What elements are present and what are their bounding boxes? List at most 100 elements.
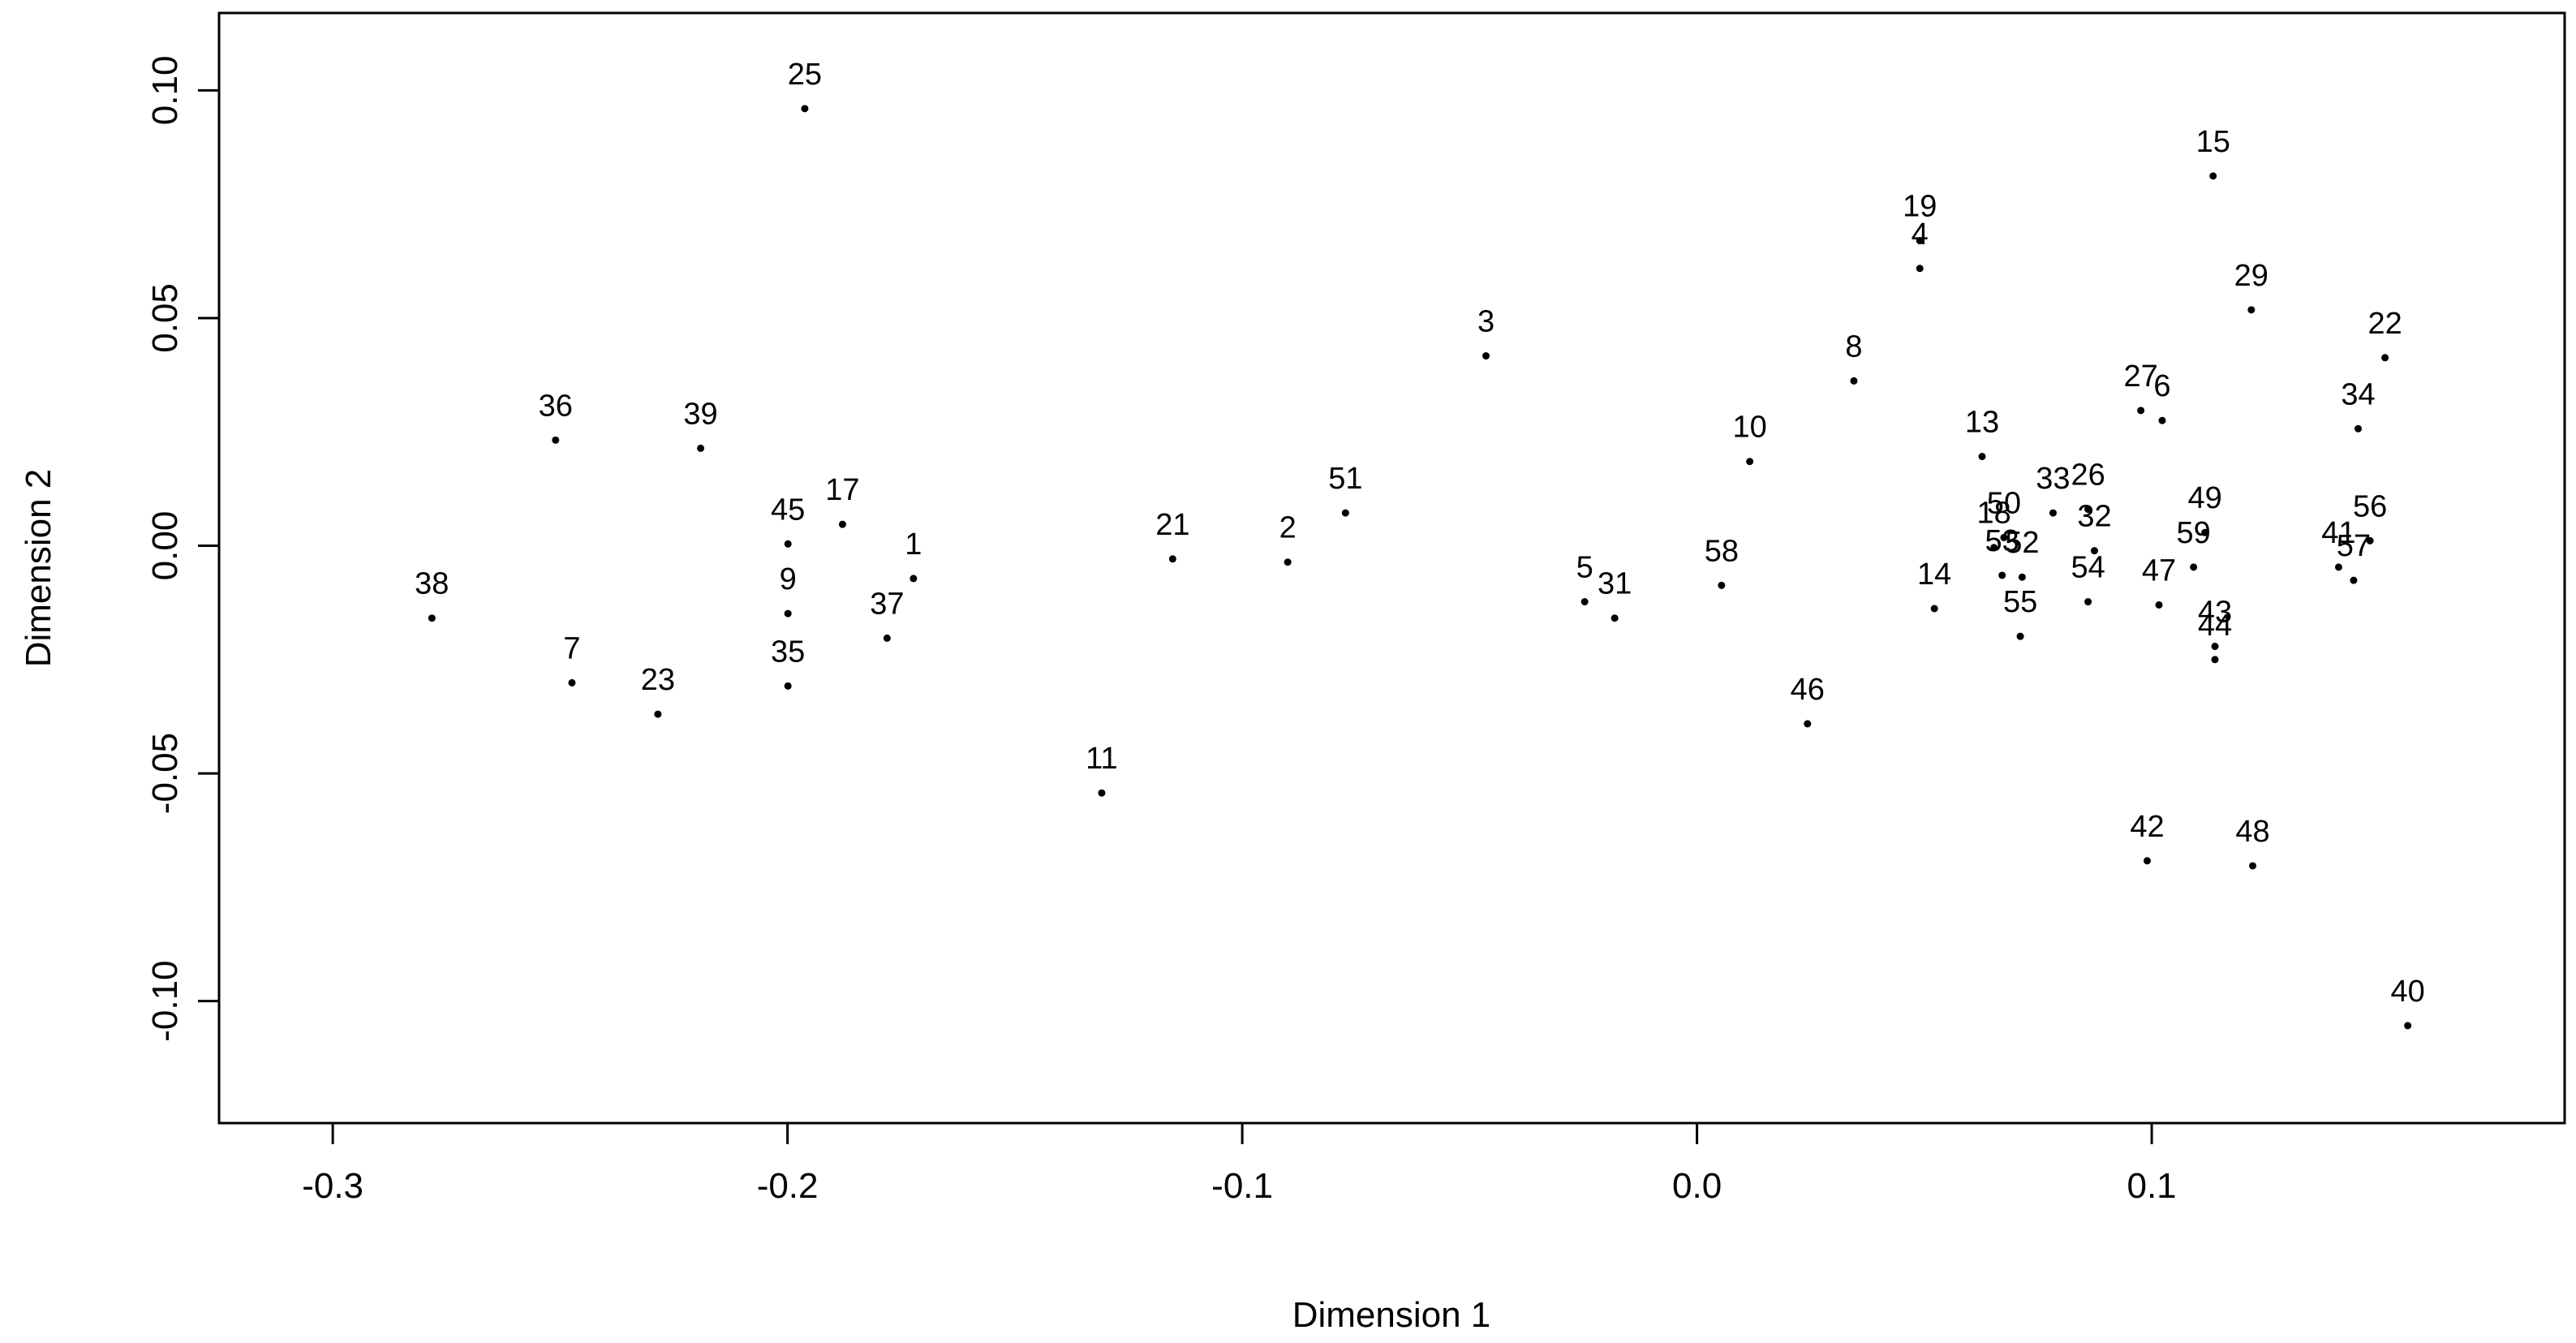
point [1168, 555, 1176, 563]
point-label: 6 [2153, 369, 2170, 403]
x-tick-label: -0.1 [1211, 1166, 1273, 1206]
point-label: 36 [539, 389, 573, 423]
point-label: 56 [2353, 489, 2387, 523]
x-tick-label: -0.2 [757, 1166, 819, 1206]
y-tick-label: 0.10 [145, 56, 185, 126]
point-label: 43 [2198, 596, 2232, 630]
point [2211, 656, 2219, 664]
point-label: 44 [2198, 609, 2232, 643]
point-label: 32 [2077, 500, 2111, 534]
point-label: 9 [780, 562, 797, 596]
point-label: 1 [905, 527, 922, 562]
point [552, 436, 560, 444]
point [2155, 600, 2163, 609]
point [2249, 862, 2257, 870]
point-label: 46 [1791, 673, 1825, 707]
point-label: 51 [1328, 462, 1362, 496]
point [2190, 563, 2198, 571]
point [2049, 509, 2057, 517]
point-label: 7 [563, 631, 580, 665]
point-label: 52 [2005, 526, 2039, 560]
point-label: 27 [2123, 359, 2157, 394]
point-label: 2 [1279, 511, 1297, 545]
point-label: 18 [1976, 497, 2010, 531]
point [2000, 533, 2008, 541]
point [801, 105, 809, 113]
y-tick-label: 0.00 [145, 511, 185, 581]
point [2334, 563, 2342, 571]
point [2247, 306, 2256, 314]
point-label: 55 [2003, 585, 2037, 619]
point-label: 59 [2177, 516, 2211, 550]
point [2090, 547, 2098, 555]
point [1482, 352, 1490, 360]
point [1098, 789, 1106, 797]
point-label: 38 [415, 567, 449, 601]
x-tick-label: -0.3 [302, 1166, 363, 1206]
point [1930, 605, 1938, 613]
point-label: 57 [2337, 529, 2371, 563]
point [1284, 558, 1292, 566]
point [2211, 643, 2219, 651]
point-label: 5 [1576, 551, 1593, 585]
point [2355, 424, 2363, 433]
point-label: 23 [641, 663, 675, 697]
point [697, 444, 705, 452]
point-label: 31 [1598, 567, 1632, 601]
point-label: 42 [2130, 810, 2164, 844]
point-label: 25 [788, 58, 822, 92]
x-tick-label: 0.1 [2127, 1166, 2176, 1206]
point-label: 48 [2235, 815, 2269, 849]
point-label: 47 [2142, 553, 2176, 588]
point [1998, 571, 2006, 579]
point-label: 21 [1155, 508, 1189, 542]
point [1341, 509, 1349, 517]
point [784, 682, 792, 690]
point [784, 540, 792, 548]
point [784, 609, 792, 618]
y-axis-title: Dimension 2 [19, 469, 58, 668]
point [838, 520, 846, 528]
point-label: 35 [771, 635, 805, 669]
point [1978, 453, 1986, 461]
point [428, 614, 436, 622]
point [2350, 576, 2358, 584]
y-tick-label: -0.10 [145, 960, 185, 1041]
point-label: 40 [2390, 975, 2424, 1009]
point [2381, 354, 2389, 362]
point-label: 19 [1903, 190, 1937, 224]
point-label: 50 [1987, 486, 2021, 520]
point-label: 29 [2234, 259, 2269, 293]
point [2209, 172, 2217, 180]
y-tick-label: -0.05 [145, 733, 185, 814]
point [2084, 598, 2092, 606]
point [2137, 407, 2145, 415]
point-label: 39 [683, 397, 717, 431]
x-axis-title: Dimension 1 [1292, 1295, 1491, 1335]
point-label: 10 [1732, 411, 1766, 445]
point-label: 45 [771, 493, 805, 527]
point [2016, 632, 2024, 640]
point-label: 58 [1705, 534, 1739, 568]
plot-frame [217, 11, 2566, 1125]
point [2201, 528, 2209, 536]
x-tick-label: 0.0 [1672, 1166, 1722, 1206]
point [2404, 1022, 2412, 1030]
point-label: 22 [2367, 307, 2402, 341]
point [883, 634, 891, 642]
point-label: 17 [825, 473, 859, 507]
point-label: 14 [1917, 557, 1951, 592]
point-label: 54 [2071, 551, 2105, 585]
point [2143, 857, 2151, 865]
point [1850, 377, 1858, 385]
point [2084, 506, 2092, 514]
point [910, 575, 918, 583]
point [1804, 720, 1812, 728]
point-label: 11 [1086, 742, 1117, 776]
point [1580, 598, 1589, 606]
point [1718, 581, 1726, 589]
point-label: 3 [1477, 305, 1494, 339]
point-label: 37 [870, 587, 904, 621]
point-label: 53 [1985, 524, 2019, 558]
